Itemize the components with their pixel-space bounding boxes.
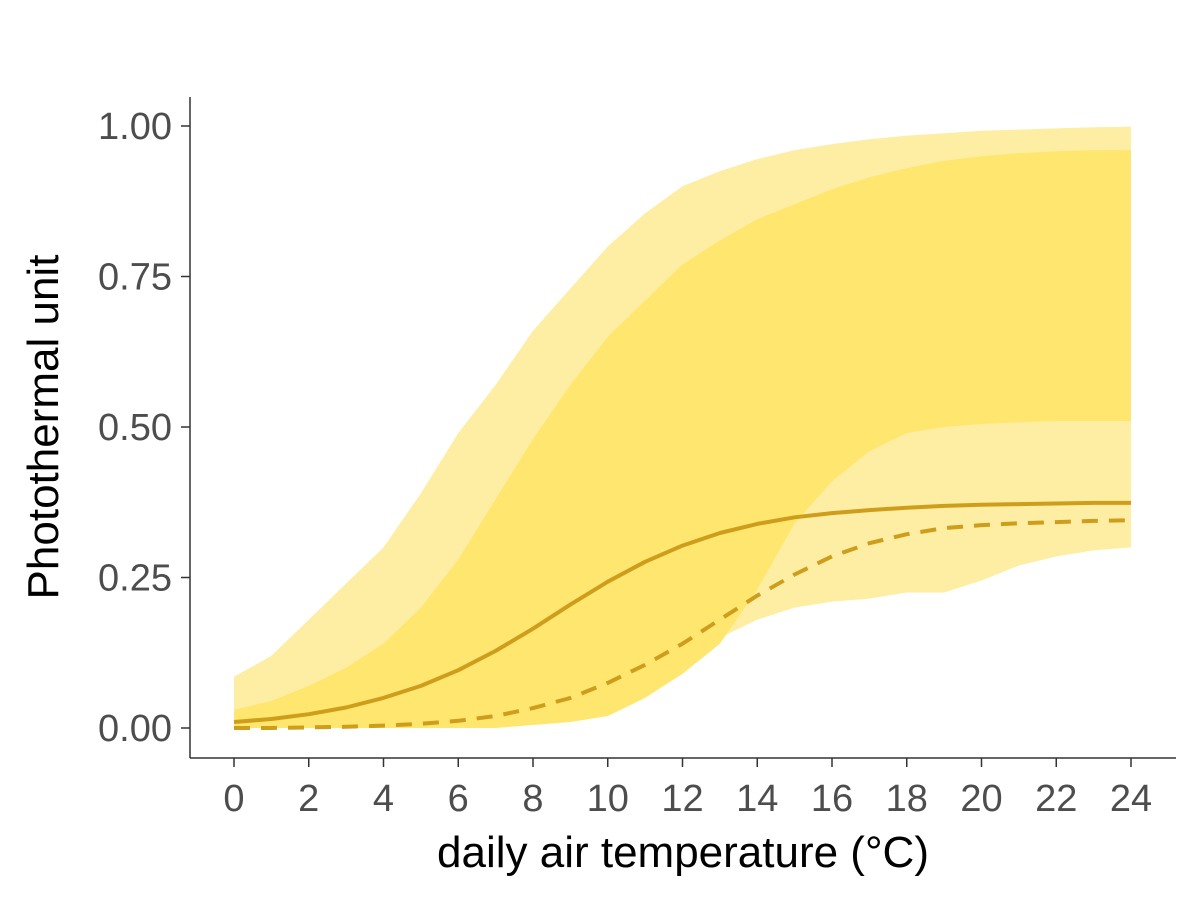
bands-layer — [234, 126, 1131, 729]
dashed-series-line — [234, 518, 1132, 730]
x-tick-label: 2 — [298, 778, 319, 820]
x-tick-label: 4 — [373, 778, 394, 820]
y-tick-label: 1.00 — [98, 106, 172, 148]
lines-layer — [233, 500, 1132, 730]
x-tick-label: 0 — [223, 778, 244, 820]
x-tick-label: 22 — [1035, 778, 1077, 820]
x-tick-label: 20 — [960, 778, 1002, 820]
y-tick-label: 0.00 — [98, 708, 172, 750]
x-tick-label: 24 — [1110, 778, 1152, 820]
y-tick-label: 0.75 — [98, 257, 172, 299]
y-tick-label: 0.25 — [98, 558, 172, 600]
y-tick-label: 0.50 — [98, 407, 172, 449]
x-tick-label: 16 — [811, 778, 853, 820]
y-axis-title: Photothermal unit — [19, 255, 68, 600]
x-axis-ticks: 0 2 4 6 8 10 12 14 16 18 20 22 24 — [223, 758, 1152, 820]
x-axis-title: daily air temperature (°C) — [437, 828, 929, 877]
x-tick-label: 12 — [661, 778, 703, 820]
x-tick-label: 14 — [736, 778, 778, 820]
x-tick-label: 6 — [448, 778, 469, 820]
solid-series-line — [233, 500, 1131, 724]
x-tick-label: 10 — [587, 778, 629, 820]
band-inner — [234, 150, 1131, 729]
x-tick-label: 8 — [522, 778, 543, 820]
y-axis-ticks: 0.00 0.25 0.50 0.75 1.00 — [98, 106, 190, 750]
x-tick-label: 18 — [886, 778, 928, 820]
